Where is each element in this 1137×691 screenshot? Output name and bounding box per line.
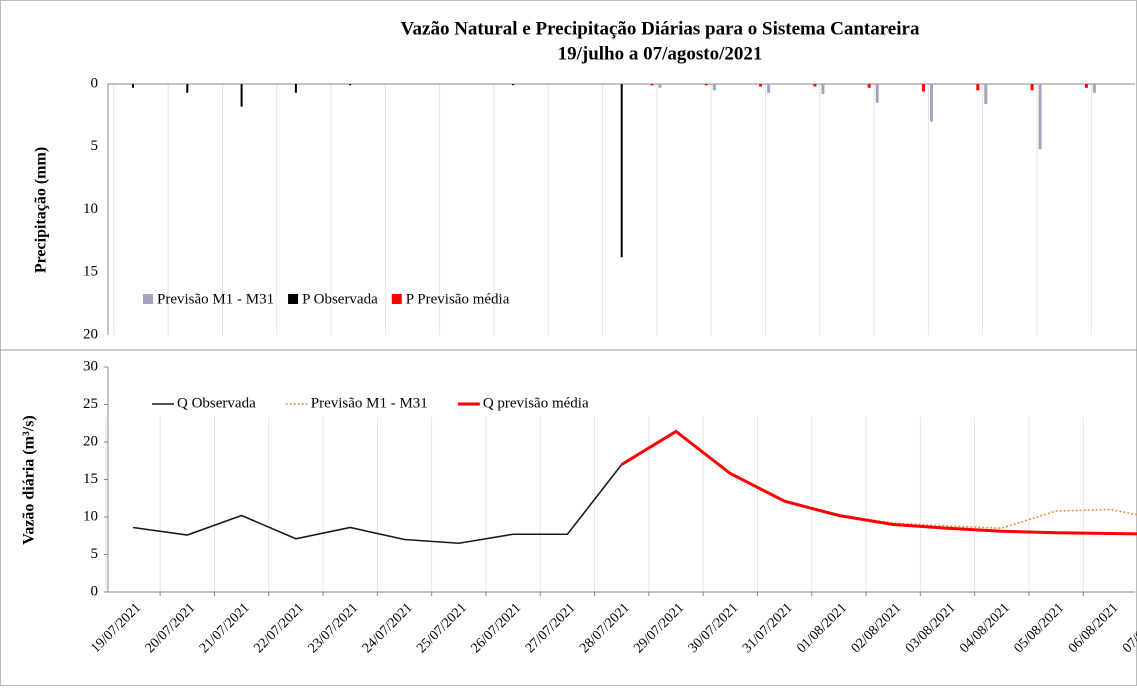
x-tick-label: 26/07/2021 [468,600,524,656]
y-tick-label: 0 [91,583,99,599]
x-tick-label: 30/07/2021 [686,600,742,656]
x-tick-label: 05/08/2021 [1011,600,1067,656]
bar [294,84,297,93]
bar [984,84,988,105]
series-line [838,508,1137,530]
y-axis-title: Precipitação (mm) [33,147,50,273]
y-tick-label: 15 [83,471,98,487]
legend-label: Q previsão média [483,395,589,411]
y-tick-label: 20 [83,433,98,449]
bar [1038,84,1042,150]
bar [620,84,623,258]
legend-swatch [288,294,299,304]
legend-label: P Previsão média [406,291,510,307]
x-tick-label: 06/08/2021 [1066,600,1122,656]
bar [186,84,189,93]
bar [1092,84,1096,93]
bar [650,84,654,86]
x-tick-label: 23/07/2021 [306,600,362,656]
x-tick-label: 20/07/2021 [143,600,199,656]
x-tick-label: 07/08/2021 [1120,600,1137,656]
bar [349,84,352,86]
y-tick-label: 5 [91,546,99,562]
bar [1030,84,1034,91]
legend-label: Previsão M1 - M31 [311,395,428,411]
series-line [620,429,1137,536]
x-tick-label: 24/07/2021 [360,600,416,656]
bar [867,84,871,88]
x-tick-label: 25/07/2021 [414,600,470,656]
legend-swatch [391,294,402,304]
bar [512,84,515,86]
legend-label: Q Observada [177,395,256,411]
bar [658,84,662,88]
y-tick-label: 30 [83,358,98,374]
x-tick-label: 27/07/2021 [523,600,579,656]
chart-title: Vazão Natural e Precipitação Diárias par… [401,18,920,39]
x-tick-label: 29/07/2021 [631,600,687,656]
x-tick-label: 03/08/2021 [903,600,959,656]
x-tick-label: 21/07/2021 [197,600,253,656]
series-line [132,464,623,545]
legend-label: P Observada [302,291,378,307]
y-tick-label: 15 [83,264,98,280]
bar [240,84,243,107]
y-tick-label: 5 [91,138,99,154]
x-tick-label: 04/08/2021 [957,600,1013,656]
bar [922,84,925,92]
x-tick-label: 19/07/2021 [88,600,144,656]
bar [759,84,763,87]
y-tick-label: 10 [83,508,98,524]
x-tick-label: 28/07/2021 [577,600,633,656]
y-tick-label: 0 [91,75,99,91]
bar [976,84,980,91]
y-tick-label: 20 [83,326,98,342]
bar [704,84,708,86]
x-tick-label: 01/08/2021 [794,600,850,656]
y-tick-label: 25 [83,396,98,412]
bar [930,84,933,122]
x-tick-label: 02/08/2021 [849,600,905,656]
chart-subtitle: 19/julho a 07/agosto/2021 [558,43,763,64]
x-tick-label: 31/07/2021 [740,600,796,656]
bar [767,84,771,93]
bar [132,84,134,88]
x-tick-label: 22/07/2021 [251,600,307,656]
y-tick-label: 10 [83,201,98,217]
bar [875,84,879,103]
legend-swatch [143,294,153,304]
bar [813,84,817,87]
bar [712,84,716,91]
y-axis-title: Vazão diária (m³/s) [21,415,38,545]
bar [1084,84,1088,88]
legend-label: Previsão M1 - M31 [157,291,274,307]
bar [821,84,825,95]
